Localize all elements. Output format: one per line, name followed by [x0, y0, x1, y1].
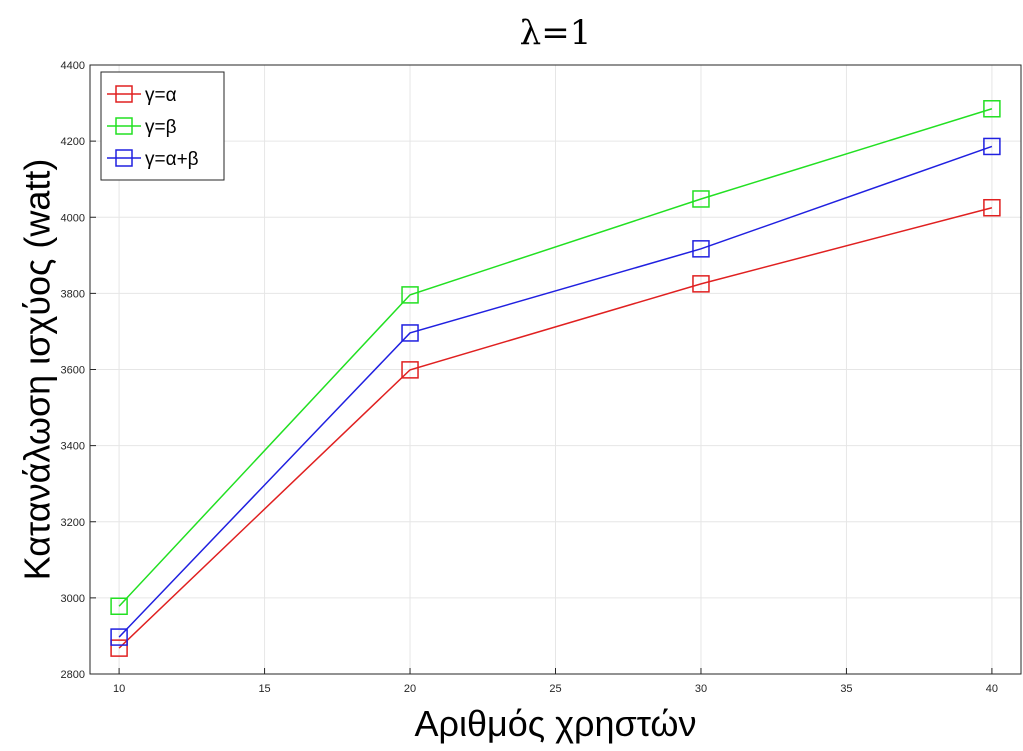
legend-entry: γ=α: [107, 85, 177, 106]
x-tick-label: 20: [404, 683, 416, 695]
y-tick-label: 3600: [61, 365, 85, 377]
x-tick-label: 30: [695, 683, 707, 695]
data-point-marker: [110, 639, 128, 657]
data-point-marker: [401, 286, 419, 304]
y-tick-label: 3200: [61, 517, 85, 529]
chart-title: λ=1: [520, 13, 592, 53]
legend-marker: [115, 117, 133, 135]
y-tick-label: 4400: [61, 60, 85, 72]
y-tick-label: 2800: [61, 669, 85, 681]
data-point-marker: [983, 137, 1001, 156]
legend-entry: γ=α+β: [107, 149, 199, 170]
x-axis-label: Αριθμός χρηστών: [414, 703, 696, 744]
data-point-marker: [401, 324, 419, 342]
series-0: [110, 198, 1001, 657]
legend-entry: γ=β: [107, 117, 177, 138]
series-line: [118, 145, 993, 638]
series-line: [118, 108, 993, 607]
series-2: [110, 137, 1001, 646]
data-point-marker: [983, 198, 1001, 217]
data-point-marker: [692, 275, 710, 293]
legend-marker: [115, 149, 133, 167]
data-point-marker: [110, 628, 128, 646]
legend-marker: [115, 85, 133, 103]
legend: γ=α γ=β γ=α+β: [100, 71, 225, 181]
legend-label: γ=α+β: [145, 149, 199, 170]
x-tick-label: 35: [840, 683, 852, 695]
data-point-marker: [401, 361, 419, 379]
series-line: [118, 207, 993, 649]
data-point-marker: [110, 597, 128, 615]
series-lines: [110, 100, 1001, 657]
gridlines: [90, 64, 1021, 675]
y-tick-label: 3400: [61, 441, 85, 453]
x-tick-label: 25: [549, 683, 561, 695]
data-point-marker: [692, 190, 710, 208]
y-tick-label: 3800: [61, 288, 85, 300]
data-point-marker: [692, 240, 710, 258]
y-tick-label: 4000: [61, 212, 85, 224]
y-tick-label: 4200: [61, 136, 85, 148]
y-axis-label: Κατανάλωση ισχύος (watt): [17, 159, 58, 581]
x-tick-labels: 10 15 20 25 30 35 40: [113, 668, 998, 695]
legend-label: γ=β: [145, 117, 177, 138]
series-1: [110, 100, 1001, 615]
x-tick-label: 10: [113, 683, 125, 695]
legend-label: γ=α: [145, 85, 177, 106]
x-tick-label: 15: [258, 683, 270, 695]
y-tick-labels: 2800 3000 3200 3400 3600 3800 4000 4200 4400: [61, 60, 96, 681]
y-tick-label: 3000: [61, 593, 85, 605]
x-tick-label: 40: [986, 683, 998, 695]
data-point-marker: [983, 100, 1001, 118]
